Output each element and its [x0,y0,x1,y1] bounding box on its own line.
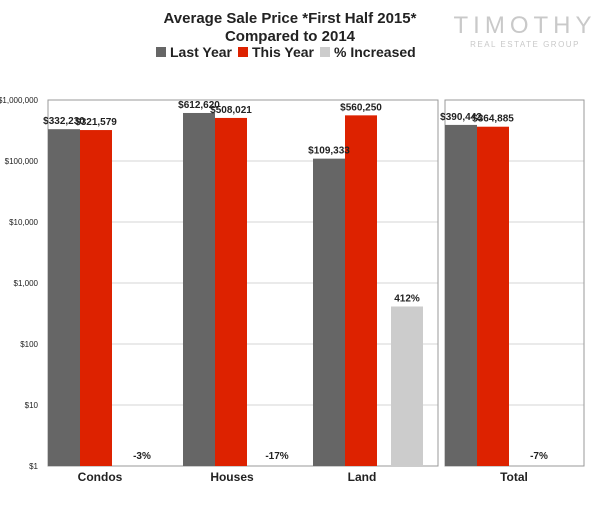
bar-last-year [48,129,80,466]
bar-this-year [80,130,112,466]
data-label: $612,620 [178,100,220,111]
chart-title: Average Sale Price *First Half 2015* [164,10,417,27]
data-label: $321,579 [75,117,117,128]
logo-tagline: REAL ESTATE GROUP [470,40,580,49]
category-labels: Condos Houses Land Total [78,470,528,484]
y-axis-ticks: $1 $10 $100 $1,000 $10,000 $100,000 $1,000,000 [0,96,39,471]
legend-label: % Increased [334,44,416,60]
y-tick-label: $1,000 [14,279,39,288]
company-logo: TIMOTHY REAL ESTATE GROUP [454,12,597,49]
category-label: Condos [78,470,123,484]
legend-label: This Year [252,44,315,60]
data-label: $109,333 [308,146,350,157]
chart-subtitle: Compared to 2014 [225,28,356,45]
bar-this-year [215,117,247,466]
y-tick-label: $100 [20,340,38,349]
data-label: $508,021 [210,105,252,116]
y-tick-label: $10,000 [9,218,38,227]
data-label: $364,885 [472,114,514,125]
y-tick-label: $10 [25,401,39,410]
category-label: Land [348,470,377,484]
legend-label: Last Year [170,44,233,60]
data-label: $332,230 [43,116,85,127]
bar-last-year [313,158,345,466]
y-tick-label: $1,000,000 [0,96,39,105]
bars [48,112,509,467]
legend-swatch [156,47,166,57]
data-label: -7% [530,451,548,462]
y-tick-label: $1 [29,462,38,471]
legend-swatch [320,47,330,57]
legend: Last Year This Year % Increased [156,44,416,60]
data-label: $560,250 [340,102,382,113]
bar-last-year [183,112,215,467]
category-label: Total [500,470,528,484]
data-label: -3% [133,451,151,462]
bar-pct-increased [391,306,423,466]
bar-last-year [445,124,477,467]
bar-this-year [345,115,377,467]
legend-swatch [238,47,248,57]
data-label: -17% [265,451,288,462]
logo-name: TIMOTHY [454,12,597,39]
y-tick-label: $100,000 [5,157,39,166]
category-label: Houses [210,470,254,484]
data-label: $390,442 [440,112,482,123]
data-labels: $332,230$321,579 -3% $612,620$508,021 -17% $… [43,100,548,462]
bar-this-year [477,126,509,466]
data-label: 412% [394,293,420,304]
